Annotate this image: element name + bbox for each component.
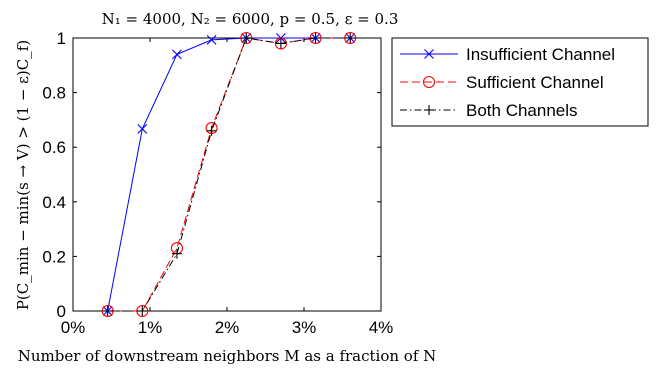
y-tick-label: 0.6 [42,138,66,157]
chart-title: N₁ = 4000, N₂ = 6000, p = 0.5, ε = 0.3 [102,10,399,28]
series-line-both-channels [108,38,351,311]
legend: Insufficient Channel Sufficient Channel Bo… [392,38,648,126]
data-point-both-channels [276,38,286,48]
y-tick-label: 0.8 [42,84,66,103]
x-tick-label: 3% [292,318,317,337]
x-tick-label: 4% [369,318,394,337]
data-point-both-channels [172,249,182,259]
x-axis-label: Number of downstream neighbors M as a fr… [18,347,437,365]
data-point-both-channels [207,126,217,136]
series-insufficient-channel [103,34,355,316]
x-tick-label: 2% [215,318,240,337]
plot-area [73,38,381,311]
series-both-channels [103,33,356,316]
series-line-sufficient-channel [108,38,351,311]
data-point-both-channels [137,306,147,316]
y-axis-label: P(C_min − min(s → V) > (1 − ε)C_f) [14,40,32,310]
x-tick-label: 1% [138,318,163,337]
y-tick-label: 1 [57,29,66,48]
y-tick-label: 0.4 [42,193,66,212]
series-line-insufficient-channel [108,38,351,311]
data-point-insufficient-channel [172,50,181,59]
data-point-insufficient-channel [138,124,147,133]
legend-label: Insufficient Channel [466,45,615,64]
y-tick-label: 0 [57,302,66,321]
legend-label: Both Channels [466,101,578,120]
series-sufficient-channel [102,33,356,317]
y-tick-label: 0.2 [42,247,66,266]
legend-label: Sufficient Channel [466,73,604,92]
